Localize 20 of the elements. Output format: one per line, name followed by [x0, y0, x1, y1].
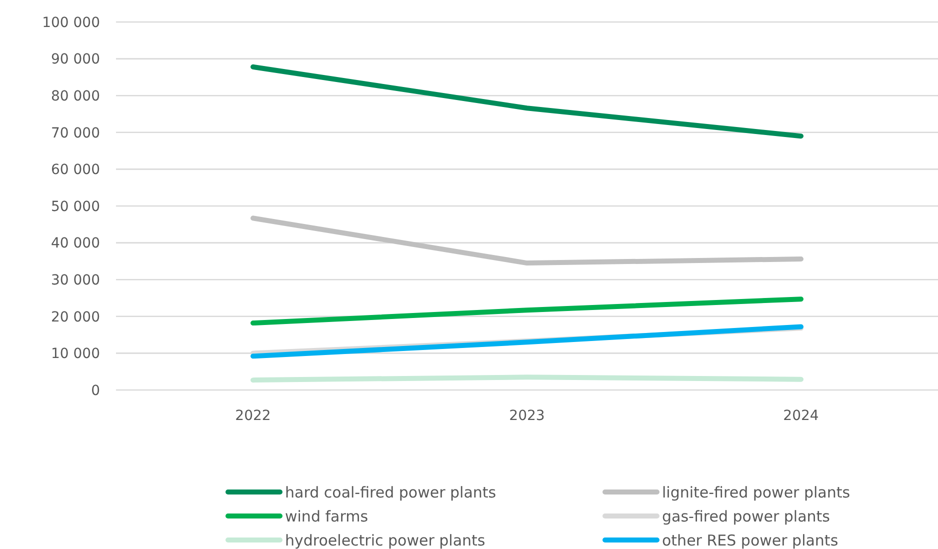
y-tick-label: 80 000	[51, 88, 100, 104]
legend-label: hard coal-fired power plants	[285, 483, 496, 502]
y-tick-label: 50 000	[51, 198, 100, 215]
legend-label: other RES power plants	[662, 531, 838, 549]
y-tick-label: 60 000	[51, 162, 100, 178]
x-tick-label: 2024	[783, 408, 819, 424]
x-tick-label: 2022	[235, 408, 271, 424]
y-tick-label: 70 000	[51, 125, 100, 142]
y-tick-label: 90 000	[51, 52, 100, 68]
legend-label: gas-fired power plants	[662, 507, 830, 526]
y-tick-label: 10 000	[51, 346, 100, 362]
y-tick-label: 40 000	[51, 236, 100, 252]
y-tick-label: 30 000	[51, 272, 100, 288]
legend-label: hydroelectric power plants	[285, 531, 486, 549]
y-tick-label: 0	[91, 382, 100, 399]
legend-label: wind farms	[285, 507, 368, 526]
x-tick-label: 2023	[509, 408, 545, 424]
y-tick-label: 20 000	[51, 309, 100, 326]
y-tick-label: 100 000	[42, 14, 100, 31]
legend-label: lignite-fired power plants	[662, 483, 850, 502]
